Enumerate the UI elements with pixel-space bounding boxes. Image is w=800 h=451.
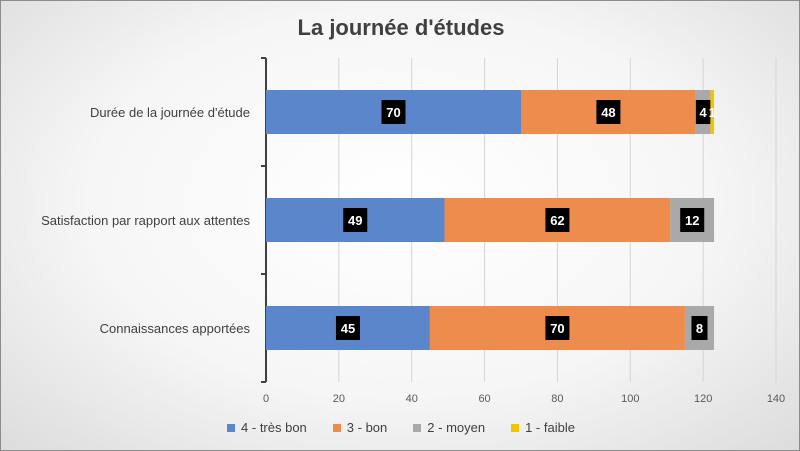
data-label: 8: [696, 321, 703, 336]
x-tick-label: 40: [406, 393, 418, 405]
data-label-box: [381, 100, 406, 124]
data-label: 49: [348, 213, 362, 228]
data-label: 4: [700, 105, 708, 120]
legend-item: 3 - bon: [332, 420, 388, 435]
legend-swatch: [413, 423, 422, 432]
legend-item: 1 - faible: [511, 420, 575, 435]
chart-legend: 4 - très bon 3 - bon 2 - moyen 1 - faible: [1, 420, 799, 435]
bar-segment: [710, 90, 715, 134]
data-label-box: [680, 208, 705, 232]
data-label-box: [695, 100, 711, 124]
x-tick-label: 100: [621, 393, 639, 405]
data-label-box: [545, 208, 570, 232]
legend-item: 2 - moyen: [413, 420, 485, 435]
data-label: 48: [601, 105, 615, 120]
legend-label: 4 - très bon: [241, 420, 307, 435]
data-label-box: [343, 208, 368, 232]
data-label: 62: [550, 213, 564, 228]
data-label: 12: [685, 213, 699, 228]
legend-label: 3 - bon: [346, 420, 388, 435]
data-label: 1: [709, 105, 716, 120]
data-label: 70: [550, 321, 564, 336]
chart-title: La journée d'études: [297, 15, 505, 40]
legend-item: 4 - très bon: [227, 420, 307, 435]
data-label: 70: [386, 105, 400, 120]
x-tick-label: 140: [767, 393, 785, 405]
category-label: Durée de la journée d'étude: [90, 105, 250, 120]
legend-label: 1 - faible: [525, 420, 575, 435]
category-label: Connaissances apportées: [100, 321, 251, 336]
legend-swatch: [511, 423, 520, 432]
x-tick-label: 0: [263, 393, 269, 405]
data-label-box: [335, 316, 360, 340]
data-label: 45: [341, 321, 355, 336]
legend-swatch: [227, 423, 236, 432]
legend-label: 2 - moyen: [427, 420, 486, 435]
x-tick-label: 80: [551, 393, 563, 405]
legend-swatch: [332, 423, 341, 432]
x-tick-label: 60: [478, 393, 490, 405]
x-tick-label: 120: [694, 393, 712, 405]
data-label-box: [691, 316, 708, 340]
category-label: Satisfaction par rapport aux attentes: [41, 213, 250, 228]
data-label-box: [596, 100, 621, 124]
data-label-box: [545, 316, 570, 340]
x-tick-label: 20: [333, 393, 345, 405]
